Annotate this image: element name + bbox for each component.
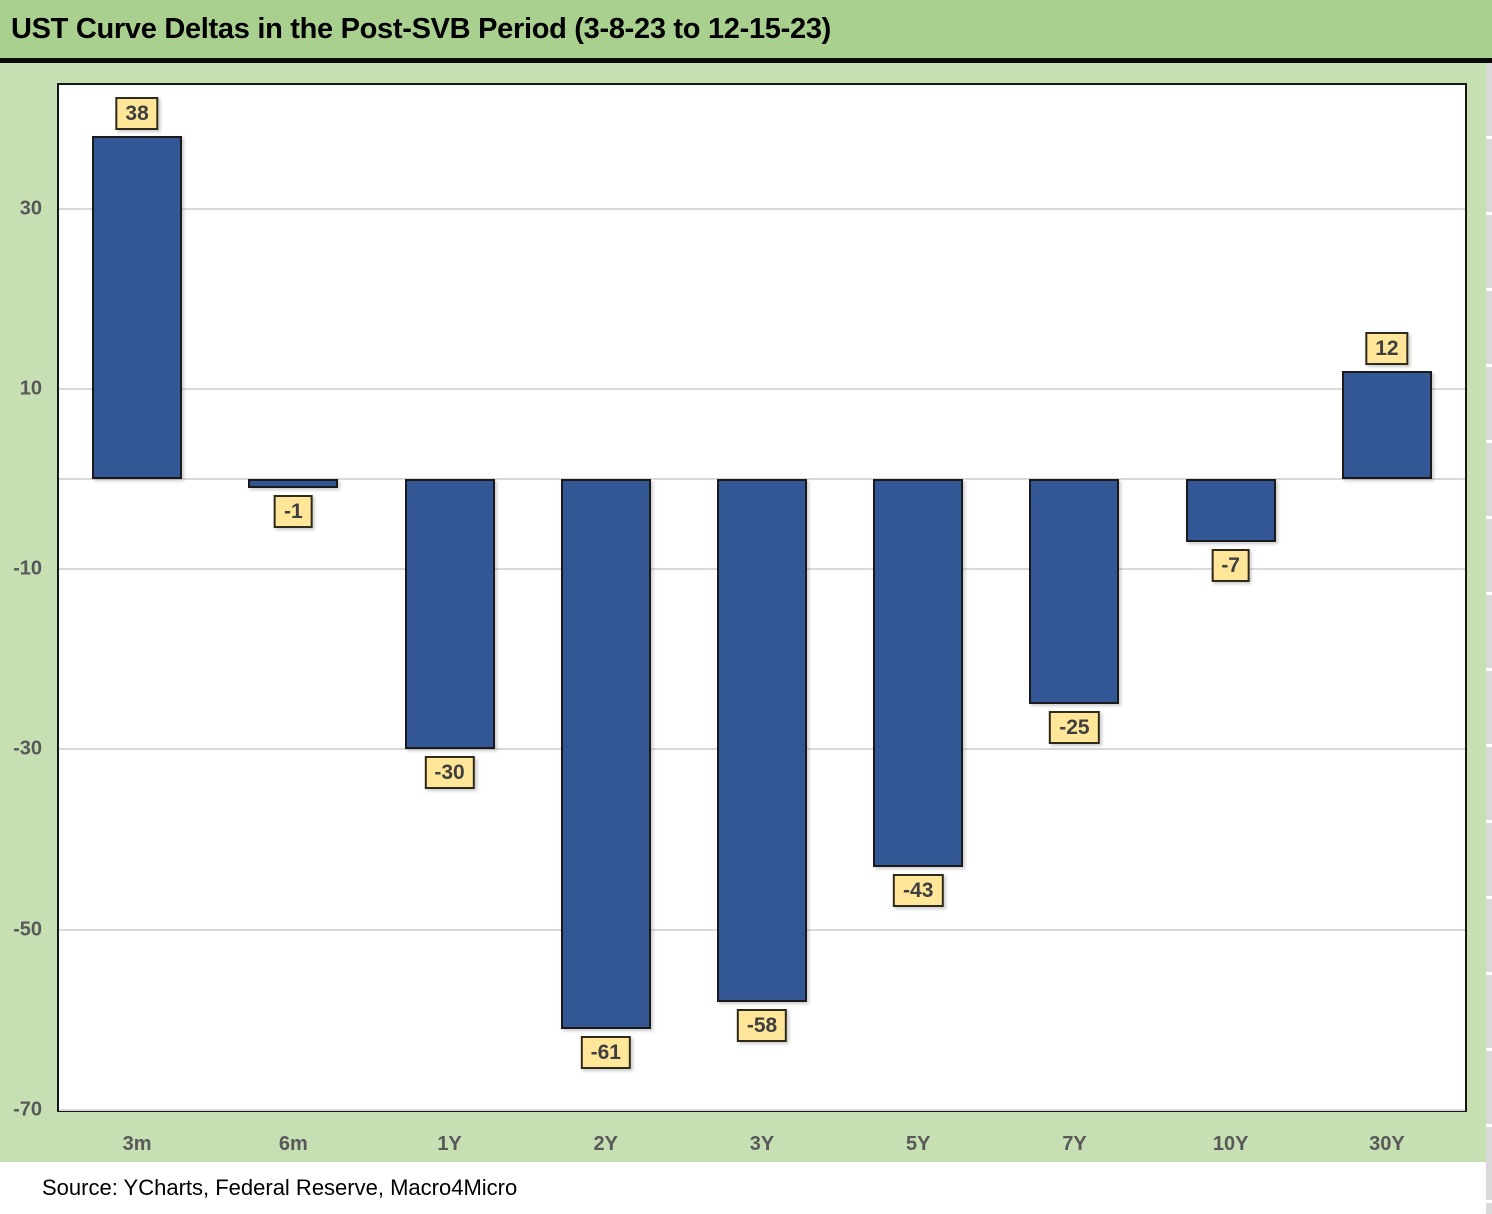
bar-6m [248,479,339,488]
x-tick-label-10Y: 10Y [1212,1133,1249,1155]
bar-5Y [873,479,964,867]
plot-area: 38 -1 -30 -61 -58 -43 -25 -7 12 [57,83,1467,1112]
source-citation: Source: YCharts, Federal Reserve, Macro4… [42,1175,518,1200]
bar-value-label-30Y: 12 [1365,331,1409,365]
bar-2Y [560,479,651,1029]
bar-value-label-5Y: -43 [893,873,944,907]
bar-1Y [404,479,495,750]
x-tick-label-6m: 6m [278,1133,308,1155]
bar-10Y [1185,479,1276,543]
x-tick-label-2Y: 2Y [593,1133,618,1155]
bar-value-label-6m: -1 [273,495,313,528]
y-tick-label: -50 [13,918,42,941]
bar-value-label-1Y: -30 [424,756,475,790]
bar-7Y [1029,479,1120,705]
bar-value-label-7Y: -25 [1049,711,1100,745]
bar-value-label-3m: 38 [115,97,159,131]
x-tick-label-3m: 3m [122,1133,152,1155]
bar-3Y [717,479,807,1002]
y-tick-label: 30 [19,197,42,220]
x-tick-label-1Y: 1Y [437,1133,462,1155]
title-divider-line [0,58,1492,63]
bar-30Y [1341,370,1432,479]
gridline [59,387,1465,390]
bar-value-label-10Y: -7 [1211,549,1250,583]
y-tick-label: -10 [13,557,42,580]
y-tick-label: -30 [13,737,42,760]
bar-value-label-3Y: -58 [736,1008,788,1042]
x-tick-label-7Y: 7Y [1062,1133,1087,1155]
y-tick-label: -70 [13,1098,42,1121]
sheet-edge-strip [1486,63,1492,1214]
y-tick-label: 10 [19,377,42,400]
bar-3m [92,136,183,479]
x-tick-label-3Y: 3Y [749,1133,775,1155]
chart-title-band: UST Curve Deltas in the Post-SVB Period … [0,0,1492,58]
source-strip: Source: YCharts, Federal Reserve, Macro4… [0,1162,1486,1214]
bar-value-label-2Y: -61 [580,1035,631,1069]
x-tick-label-5Y: 5Y [905,1133,931,1155]
chart-title: UST Curve Deltas in the Post-SVB Period … [11,12,831,45]
gridline [59,207,1465,210]
x-tick-label-30Y: 30Y [1369,1133,1405,1155]
gridline [59,1109,1465,1111]
